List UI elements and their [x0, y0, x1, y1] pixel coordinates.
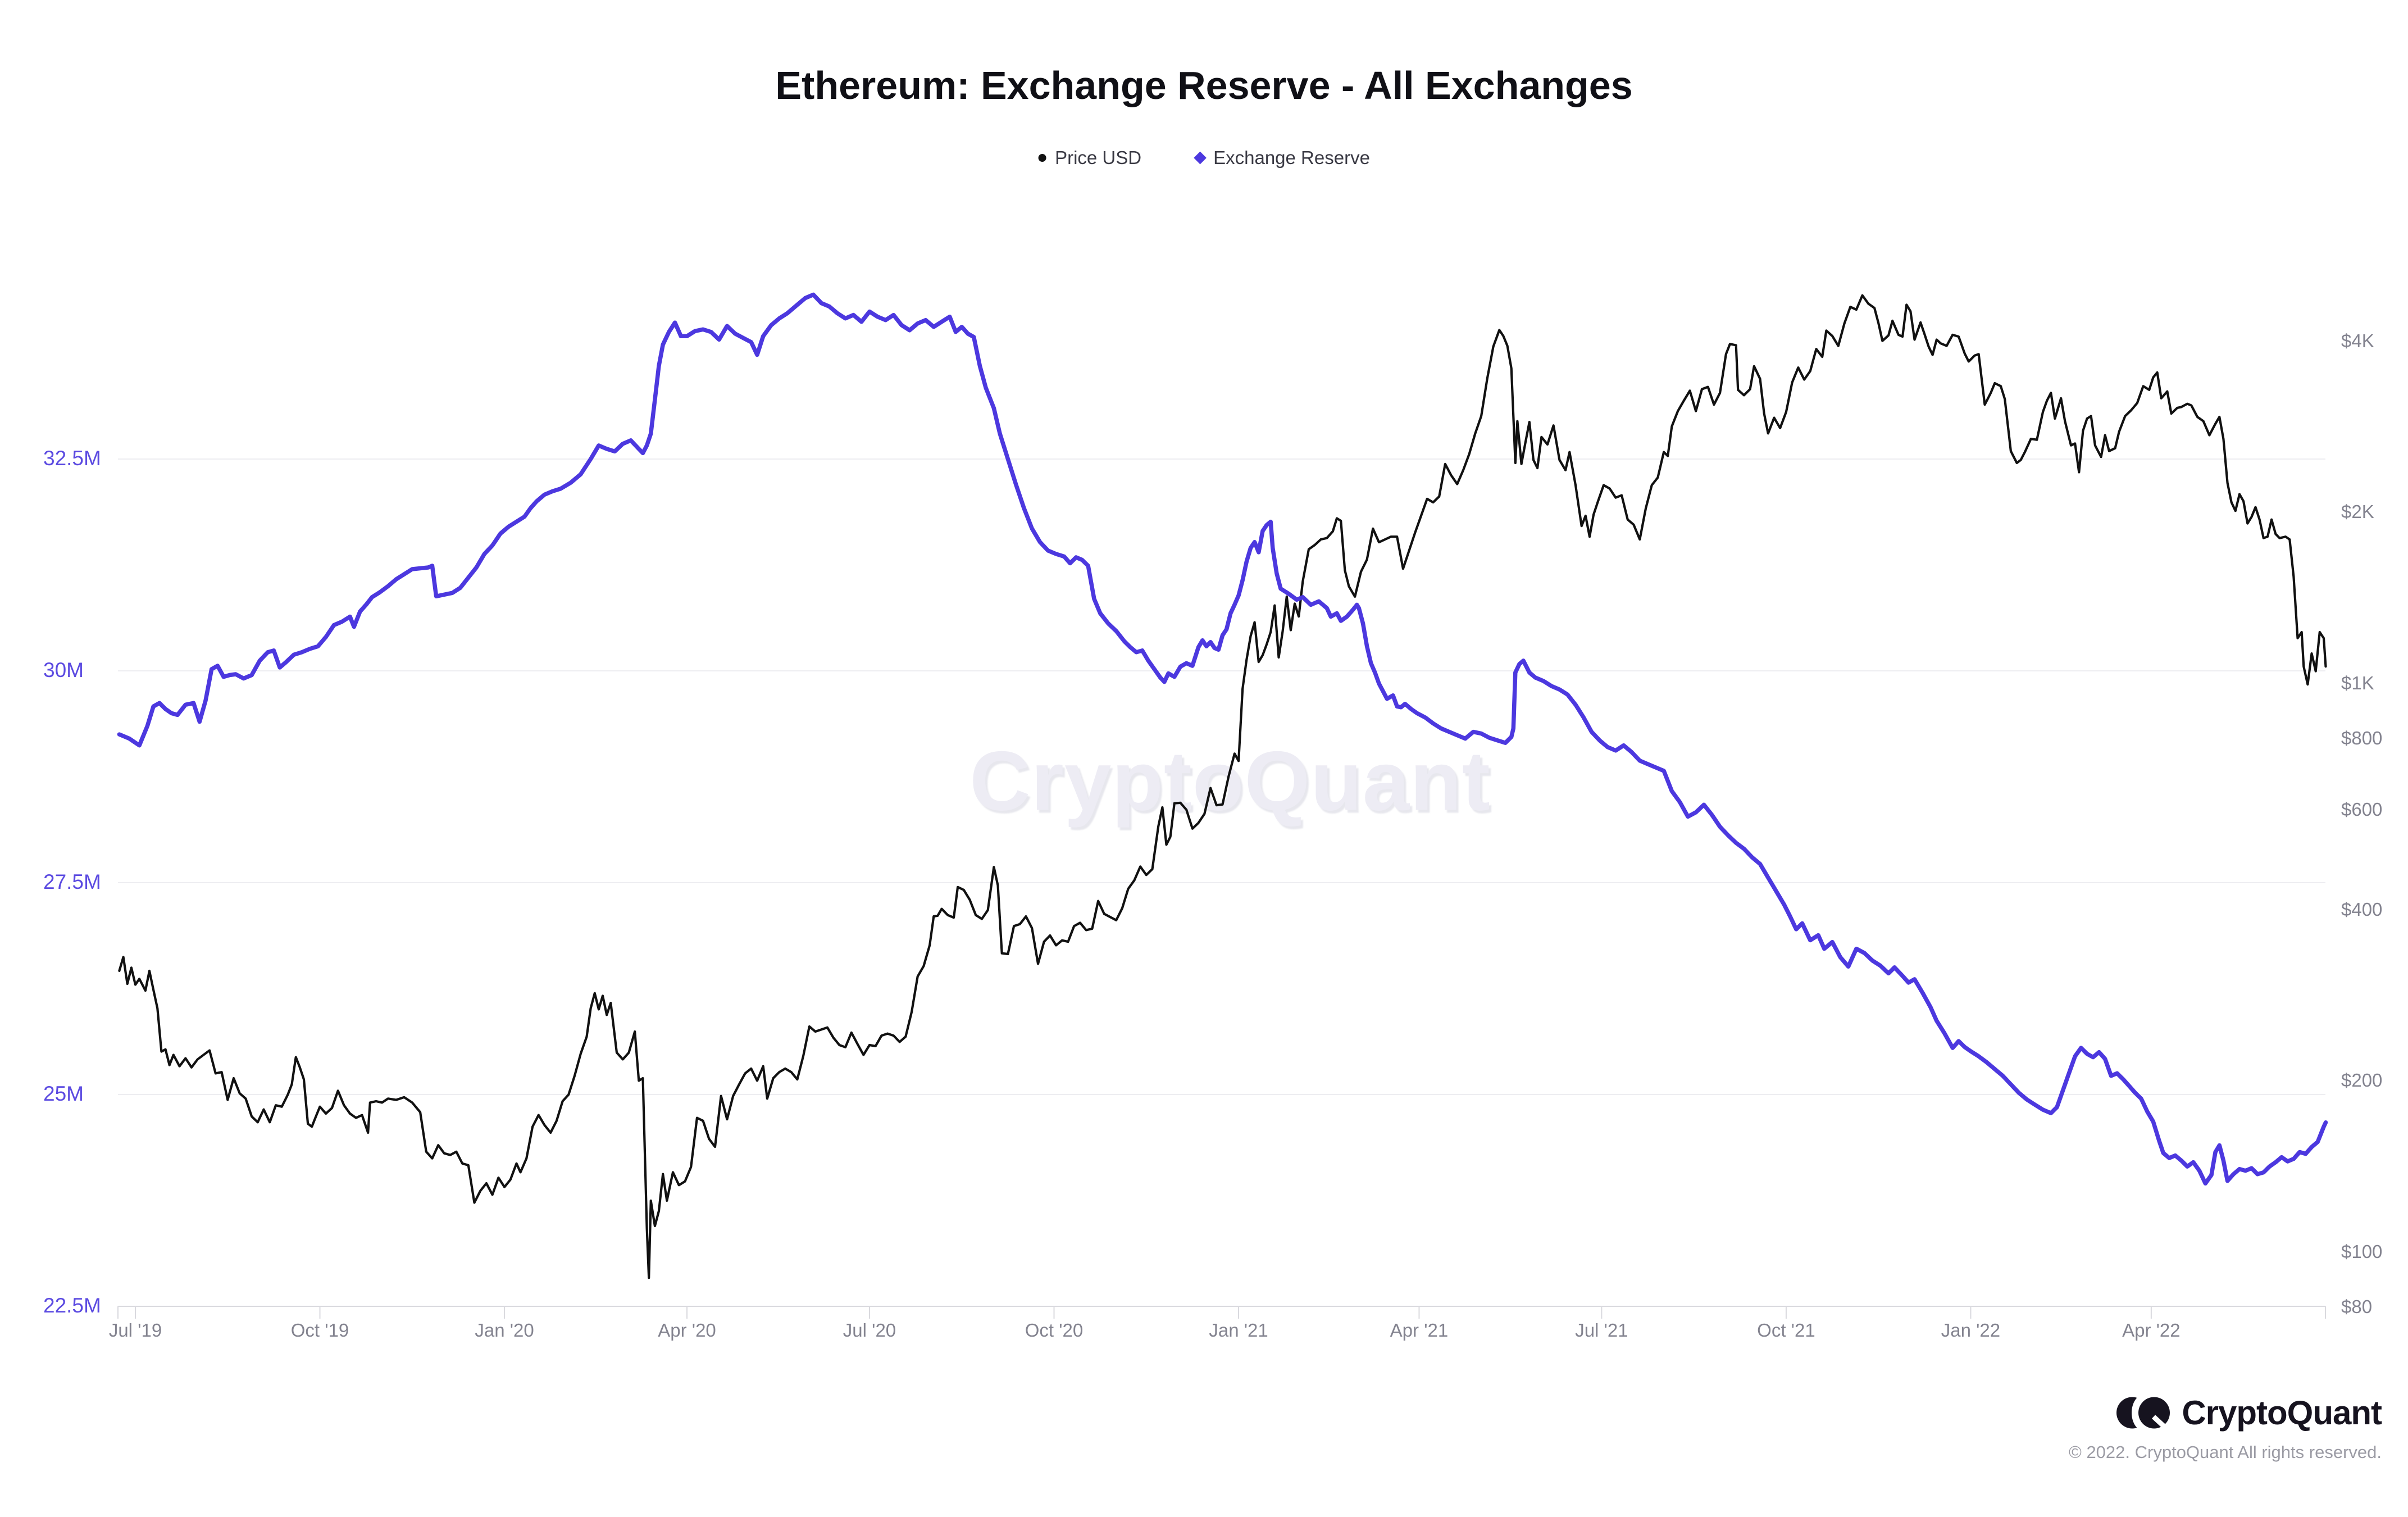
series-line-price-usd: [118, 294, 2327, 1279]
footer: CryptoQuant © 2022. CryptoQuant All righ…: [2069, 1393, 2382, 1463]
y-left-tick-label-30M: 30M: [43, 658, 84, 682]
y-right-tick-label-$600: $600: [2341, 798, 2383, 820]
legend-item-exchange-reserve[interactable]: Exchange Reserve: [1193, 147, 1370, 169]
chart-title: Ethereum: Exchange Reserve - All Exchang…: [775, 63, 1633, 107]
series-line-exchange-reserve: [117, 292, 2328, 1186]
x-axis-tick-label: Jan '20: [475, 1320, 534, 1341]
x-axis-tick-label: Oct '19: [290, 1320, 349, 1341]
y-right-tick-label-$80: $80: [2341, 1296, 2373, 1318]
cryptoquant-watermark: CryptoQuant: [969, 733, 1491, 828]
x-axis-tick-label: Jul '21: [1575, 1320, 1628, 1341]
x-axis-tick-label: Apr '22: [2122, 1320, 2181, 1341]
brand-name: CryptoQuant: [2182, 1394, 2382, 1432]
x-axis-tick-label: Jul '19: [108, 1320, 162, 1341]
x-axis-tick-label: Jul '20: [843, 1320, 896, 1341]
chart-legend: Price USD Exchange Reserve: [1038, 147, 1370, 169]
y-left-tick-label-27.5M: 27.5M: [43, 870, 101, 893]
legend-item-price-usd[interactable]: Price USD: [1038, 147, 1141, 169]
x-axis-tick-label: Jan '21: [1209, 1320, 1268, 1341]
price-dot-icon: [1038, 154, 1046, 162]
legend-label-price-usd: Price USD: [1055, 147, 1142, 168]
x-axis-tick-label: Jan '22: [1941, 1320, 2001, 1341]
cryptoquant-logo-icon: [2116, 1395, 2170, 1430]
y-right-tick-label-$4K: $4K: [2341, 330, 2374, 351]
y-right-tick-label-$2K: $2K: [2341, 501, 2374, 523]
y-left-tick-label-32.5M: 32.5M: [43, 447, 101, 470]
y-left-tick-label-25M: 25M: [43, 1082, 84, 1105]
copyright-text: © 2022. CryptoQuant All rights reserved.: [2068, 1442, 2382, 1462]
x-axis-tick-label: Apr '20: [658, 1320, 716, 1341]
y-right-tick-label-$400: $400: [2341, 898, 2383, 920]
x-axis-tick-label: Apr '21: [1390, 1320, 1449, 1341]
x-axis-tick-label: Oct '21: [1757, 1320, 1815, 1341]
y-right-tick-label-$1K: $1K: [2341, 673, 2374, 693]
y-right-tick-label-$100: $100: [2341, 1241, 2383, 1262]
legend-label-exchange-reserve: Exchange Reserve: [1213, 147, 1370, 168]
y-right-tick-label-$200: $200: [2341, 1070, 2383, 1091]
x-axis-tick-label: Oct '20: [1025, 1320, 1084, 1341]
brand-row: CryptoQuant: [2069, 1393, 2382, 1432]
y-right-tick-label-$800: $800: [2341, 728, 2383, 749]
y-left-tick-label-22.5M: 22.5M: [43, 1294, 101, 1317]
